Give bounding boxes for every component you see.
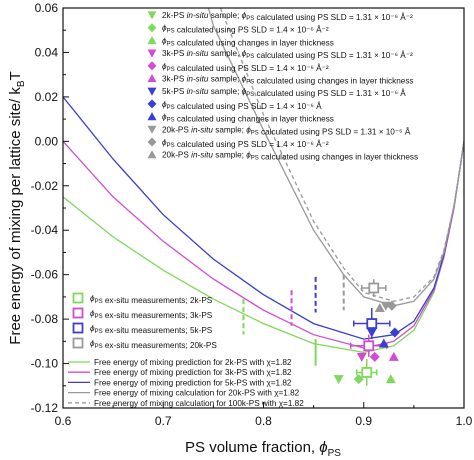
legend-upper-marker-9 [147, 125, 157, 134]
in-situ-marker-9 [380, 301, 391, 311]
legend-lower-square-label-1: ϕPS ex-situ measurements; 3k-PS [90, 309, 213, 320]
y-tick-label: -0.12 [31, 401, 59, 415]
legend-upper-marker-1 [147, 23, 157, 33]
in-situ-marker-7 [389, 327, 400, 338]
legend-lower-line-label-1: Free energy of mixing prediction for 3k-… [94, 368, 292, 377]
y-tick-label: -0.08 [31, 312, 59, 326]
legend-lower-square-label-2: ϕPS ex-situ measurements; 5k-PS [90, 324, 213, 335]
y-tick-label: 0.06 [35, 1, 59, 15]
legend-upper-label-5: 3k-PS in-situ sample; ϕPS calculated usi… [162, 75, 414, 86]
legend-upper-label-8: ϕPS calculated using changes in layer th… [162, 113, 334, 124]
in-situ-marker-1 [353, 374, 364, 385]
legend-lower-line-label-4: Free energy of mixing calculation for 10… [94, 399, 304, 408]
y-tick-label: -0.02 [31, 179, 59, 193]
in-situ-marker-4 [369, 351, 380, 362]
legend-upper-marker-4 [147, 61, 157, 71]
y-axis: 0.06 0.04 0.02 0.00 -0.02 -0.04 -0.06 -0.08 -0.1… [31, 1, 69, 415]
curve-series-4 [219, 8, 464, 302]
ex-situ-square-1 [363, 340, 375, 352]
legend-lower-square-0 [72, 292, 84, 304]
legend-upper-marker-6 [147, 87, 157, 96]
legend-upper-label-1: ϕPS calculated using PS SLD = 1.4 × 10⁻⁶… [162, 24, 329, 35]
x-tick-label: 0.8 [255, 414, 272, 428]
legend-lower-square-1 [72, 307, 84, 319]
legend-upper-marker-0 [147, 11, 157, 20]
legend-lower-square-3 [72, 337, 84, 349]
legend-upper-marker-10 [147, 137, 157, 147]
legend-lower-square-2 [72, 322, 84, 334]
in-situ-marker-6 [366, 328, 377, 338]
ex-situ-square-2 [366, 318, 378, 329]
legend-lower-line-label-0: Free energy of mixing prediction for 2k-… [94, 358, 292, 367]
legend-upper: 2k-PS in-situ sample; ϕPS calculated usi… [147, 11, 418, 162]
legend-upper-label-4: ϕPS calculated using PS SLD = 1.4 × 10⁻⁶… [162, 62, 329, 73]
ex-situ-square-3 [368, 282, 380, 294]
in-situ-marker-5 [388, 351, 399, 361]
x-axis-label: PS volume fraction, ϕPS [185, 439, 341, 459]
legend-upper-label-9: 20k-PS in-situ sample; ϕPS calculated us… [162, 125, 411, 136]
legend-upper-label-3: 3k-PS in-situ sample; ϕPS calculated usi… [162, 49, 413, 60]
x-tick-label: 0.9 [355, 414, 372, 428]
ex-situ-square-0 [361, 367, 373, 378]
legend-upper-marker-11 [147, 150, 157, 159]
legend-upper-marker-7 [147, 99, 157, 109]
x-tick-label: 0.6 [55, 414, 72, 428]
legend-upper-label-6: 5k-PS in-situ sample; ϕPS calculated usi… [162, 87, 406, 98]
legend-upper-marker-8 [147, 112, 157, 121]
legend-upper-label-2: ϕPS calculated using changes in layer th… [162, 36, 334, 47]
legend-lower: ϕPS ex-situ measurements; 2k-PS ϕPS ex-si… [68, 292, 304, 408]
spinodal-layer [242, 274, 345, 366]
legend-upper-marker-3 [147, 49, 157, 58]
x-tick-label: 1.0 [456, 414, 473, 428]
legend-upper-label-0: 2k-PS in-situ sample; ϕPS calculated usi… [162, 11, 413, 22]
in-situ-marker-10 [386, 300, 397, 311]
in-situ-marker-0 [333, 375, 344, 385]
y-tick-label: 0.00 [35, 134, 59, 148]
in-situ-marker-11 [374, 303, 385, 312]
marker-layer [333, 300, 400, 385]
y-tick-label: 0.02 [35, 90, 59, 104]
in-situ-marker-2 [385, 374, 396, 384]
legend-lower-square-label-3: ϕPS ex-situ measurements; 20k-PS [90, 339, 217, 350]
y-axis-label: Free energy of mixing per lattice site/ … [7, 71, 27, 344]
legend-upper-label-10: ϕPS calculated using PS SLD = 1.4 × 10⁻⁶… [162, 138, 329, 149]
x-tick-label: 0.7 [155, 414, 172, 428]
y-tick-label: 0.04 [35, 45, 59, 59]
legend-upper-label-11: 20k-PS in-situ sample; ϕPS calculated us… [162, 151, 418, 162]
in-situ-marker-8 [378, 338, 389, 348]
in-situ-marker-3 [356, 352, 367, 362]
legend-lower-line-label-3: Free energy of mixing calculation for 20… [94, 389, 300, 398]
legend-upper-label-7: ϕPS calculated using PS SLD = 1.4 × 10⁻⁶… [162, 100, 322, 111]
legend-upper-marker-2 [147, 35, 157, 44]
y-tick-label: -0.04 [31, 223, 59, 237]
x-axis: 0.6 0.7 0.8 0.9 1.0 [55, 402, 473, 428]
legend-upper-marker-5 [147, 74, 157, 83]
legend-lower-line-label-2: Free energy of mixing prediction for 5k-… [94, 378, 292, 387]
y-tick-label: -0.06 [31, 268, 59, 282]
legend-lower-square-label-0: ϕPS ex-situ measurements; 2k-PS [90, 294, 213, 305]
y-tick-label: -0.10 [31, 357, 59, 371]
